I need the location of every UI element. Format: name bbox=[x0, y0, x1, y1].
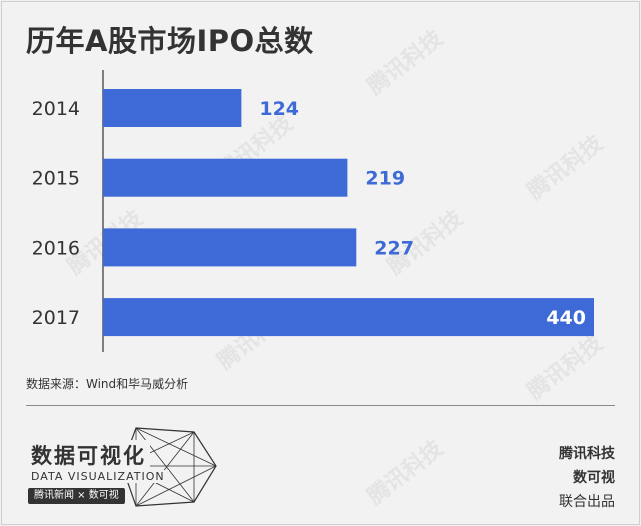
credit-tencent-tech: 腾讯科技 bbox=[559, 446, 615, 462]
bar bbox=[103, 298, 594, 337]
bar bbox=[103, 89, 242, 127]
y-tick-label: 2016 bbox=[32, 237, 80, 259]
bars-group: 2014 124 2015 219 2016 227 2017 440 bbox=[32, 89, 594, 337]
bar-chart: 2014 124 2015 219 2016 227 2017 440 bbox=[32, 70, 594, 352]
bar bbox=[103, 228, 357, 267]
chart-title: 历年A股市场IPO总数 bbox=[26, 24, 314, 58]
y-tick-label: 2017 bbox=[32, 307, 80, 329]
logo-band: 腾讯新闻 × 数可视 bbox=[28, 488, 125, 504]
data-label: 440 bbox=[546, 307, 586, 329]
data-label: 219 bbox=[365, 168, 405, 190]
data-visualization-logo: 数据可视化 DATA VISUALIZATION 腾讯新闻 × 数可视 bbox=[26, 422, 236, 512]
bar bbox=[103, 158, 348, 197]
credits-block: 腾讯科技 数可视 联合出品 bbox=[559, 442, 615, 514]
y-tick-label: 2015 bbox=[32, 168, 80, 190]
credit-joint-production: 联合出品 bbox=[559, 494, 615, 510]
credit-shukeshi: 数可视 bbox=[573, 470, 615, 486]
logo-subtitle: DATA VISUALIZATION bbox=[31, 470, 169, 483]
data-label: 227 bbox=[374, 237, 414, 259]
y-tick-label: 2014 bbox=[32, 98, 80, 120]
data-source-note: 数据来源：Wind和毕马威分析 bbox=[26, 377, 189, 391]
logo-title: 数据可视化 bbox=[31, 440, 150, 470]
data-label: 124 bbox=[259, 98, 299, 120]
footer-divider bbox=[26, 405, 615, 406]
